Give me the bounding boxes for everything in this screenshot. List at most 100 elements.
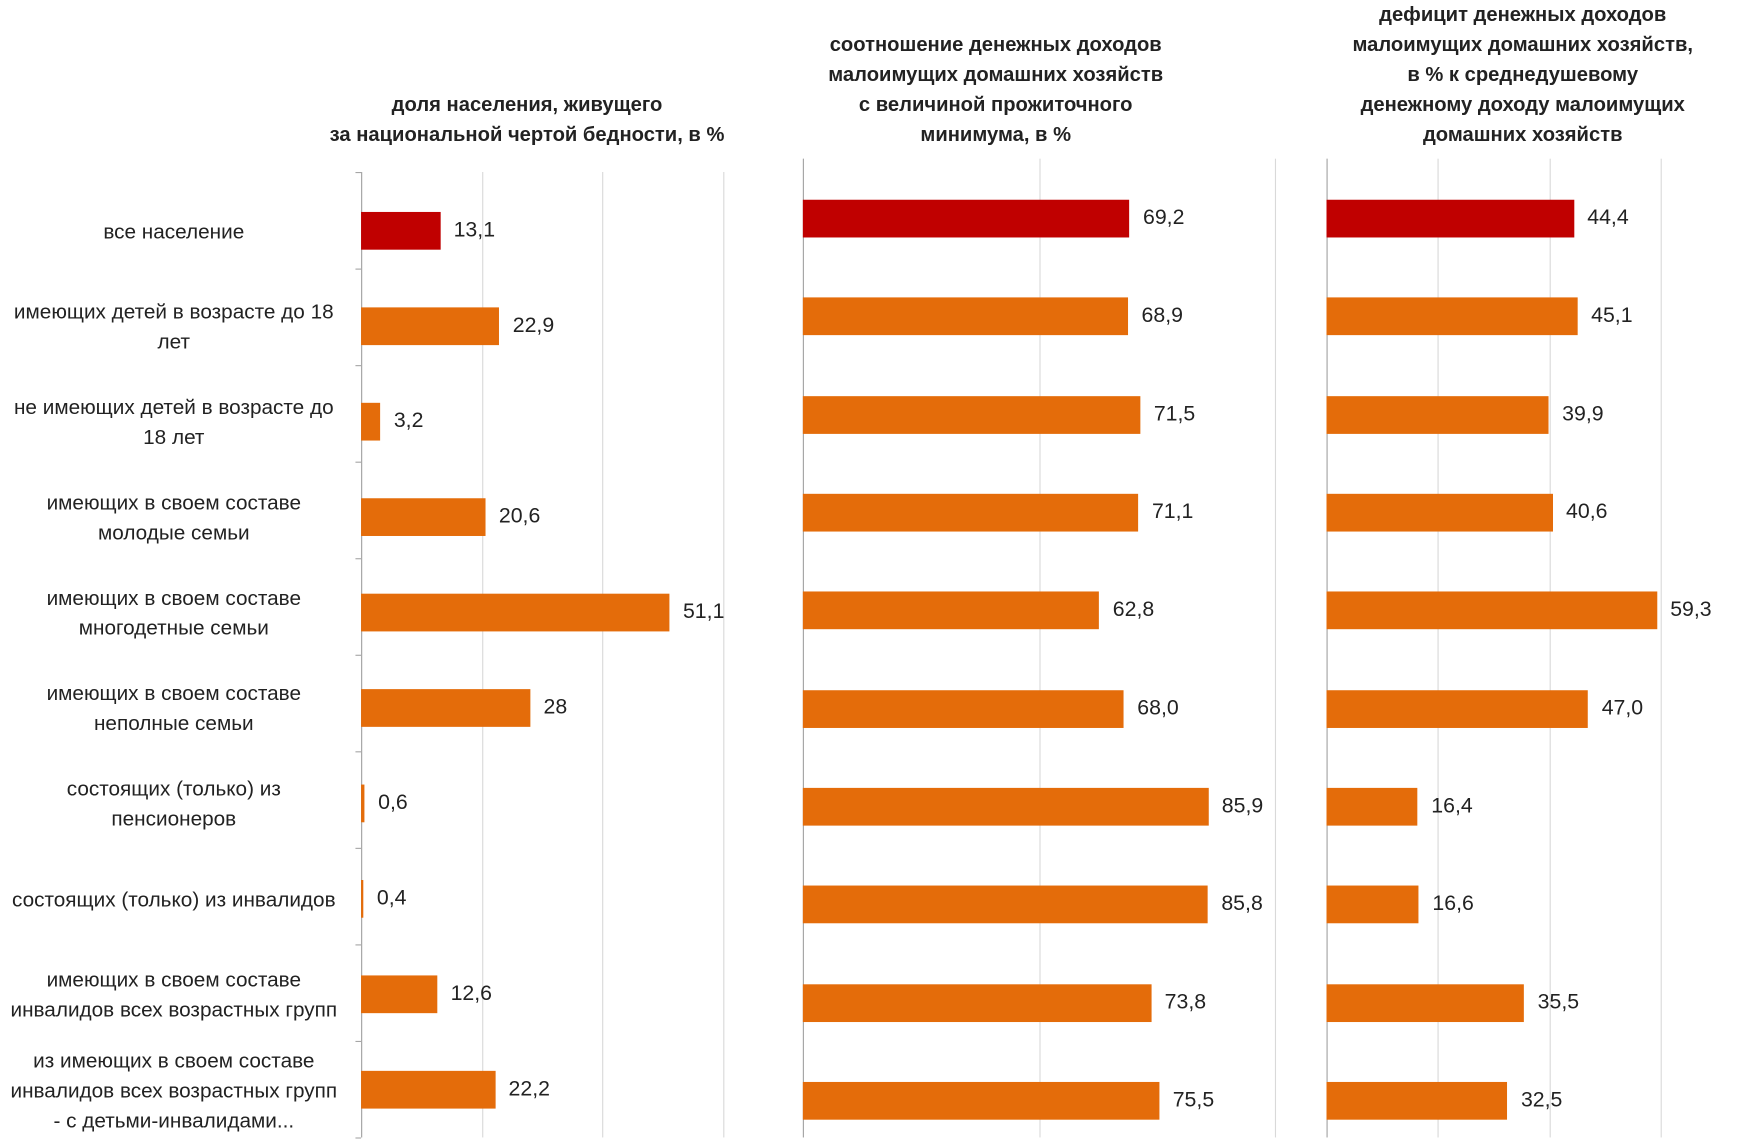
category-label: имеющих в своем составе неполные семьи <box>46 681 302 735</box>
chart-title: дефицит денежных доходов <box>1379 3 1667 26</box>
axis-line <box>361 172 363 1138</box>
bar <box>361 784 365 823</box>
value-label: 62,8 <box>1112 598 1155 622</box>
category-label: состоящих (только) из инвалидов <box>11 887 336 911</box>
axis-tick <box>355 172 362 174</box>
bar <box>1326 983 1525 1022</box>
category-label: имеющих в своем составе многодетные семь… <box>46 585 302 640</box>
axis-tick <box>355 944 362 946</box>
category-label: имеющих в своем составе инвалидов всех в… <box>10 967 338 1021</box>
axis-line <box>802 158 804 1138</box>
value-label: 71,5 <box>1153 402 1196 426</box>
chart-title: денежному доходу малоимущих <box>1360 93 1685 116</box>
axis-tick <box>355 751 362 753</box>
axis-tick <box>355 461 362 463</box>
bar <box>1326 199 1574 238</box>
bar <box>361 1070 496 1109</box>
axis-tick <box>355 268 362 270</box>
value-label: 51,1 <box>682 600 725 624</box>
value-label: 16,4 <box>1431 794 1473 818</box>
bar <box>802 689 1124 728</box>
value-label: 16,6 <box>1432 892 1474 916</box>
category-label: имеющих в своем составе молодые семьи <box>46 490 302 544</box>
bar <box>1326 395 1549 434</box>
chart-title: доля населения, живущего <box>391 93 663 116</box>
value-label: 68,0 <box>1137 696 1179 720</box>
bar <box>802 885 1208 924</box>
category-label: из имеющих в своем составе инвалидов все… <box>10 1048 338 1132</box>
chart-title: домашних хозяйств <box>1422 123 1623 146</box>
bar <box>361 402 381 441</box>
bar <box>1326 787 1418 826</box>
bar <box>361 211 441 250</box>
bar <box>802 1081 1160 1120</box>
bar <box>802 787 1209 826</box>
value-label: 71,1 <box>1151 500 1194 524</box>
category-label: все население <box>103 219 245 243</box>
chart-title: минимума, в % <box>920 123 1072 146</box>
bar <box>361 975 438 1014</box>
axis-tick <box>355 654 362 656</box>
value-label: 40,6 <box>1566 500 1608 524</box>
bar <box>802 395 1141 434</box>
value-label: 73,8 <box>1164 990 1207 1014</box>
chart-title: соотношение денежных доходов <box>829 33 1162 56</box>
value-label: 32,5 <box>1520 1088 1563 1112</box>
value-label: 22,9 <box>512 314 555 338</box>
value-label: 3,2 <box>393 409 424 433</box>
grid-line <box>1274 158 1277 1138</box>
chart-title: малоимущих домашних хозяйств <box>828 63 1164 86</box>
axis-line <box>1326 158 1328 1138</box>
value-label: 28 <box>543 695 568 720</box>
category-label: имеющих детей в возрасте до 18 лет <box>13 299 334 353</box>
bar <box>802 983 1152 1022</box>
bar <box>1326 493 1553 532</box>
grid-line <box>1038 158 1041 1138</box>
axis-tick <box>355 558 362 560</box>
axis-tick <box>355 847 362 849</box>
bar <box>802 591 1100 630</box>
bar <box>1326 689 1589 728</box>
value-label: 35,5 <box>1537 990 1580 1014</box>
category-label: состоящих (только) из пенсионеров <box>66 776 281 831</box>
value-label: 20,6 <box>498 504 541 529</box>
grid-line <box>1549 158 1551 1138</box>
value-label: 44,4 <box>1587 206 1629 230</box>
chart-title: малоимущих домашних хозяйств, <box>1352 33 1693 56</box>
bar <box>361 498 486 536</box>
grid-line <box>723 172 725 1138</box>
axis-tick <box>355 1040 362 1043</box>
grid-line <box>481 172 483 1138</box>
grid-line <box>1437 158 1439 1138</box>
value-label: 22,2 <box>508 1077 550 1101</box>
bar <box>802 493 1139 532</box>
value-label: 13,1 <box>453 218 496 242</box>
grid-line <box>1660 158 1662 1138</box>
value-label: 0,4 <box>376 886 407 910</box>
bar <box>361 307 500 346</box>
value-label: 68,9 <box>1141 304 1184 328</box>
bar <box>1326 297 1578 336</box>
category-label: не имеющих детей в возрасте до 18 лет <box>13 395 334 449</box>
bar <box>1326 1081 1508 1120</box>
bar <box>361 593 670 632</box>
value-label: 12,6 <box>450 982 493 1006</box>
axis-tick <box>355 1137 362 1139</box>
value-label: 69,2 <box>1142 206 1185 230</box>
bar <box>1326 885 1419 924</box>
chart-title: за национальной чертой бедности, в % <box>329 123 725 146</box>
grid-line <box>602 172 604 1138</box>
bar <box>361 879 364 918</box>
bar <box>361 689 531 727</box>
chart-title: с величиной прожиточного <box>858 93 1133 116</box>
value-label: 39,9 <box>1562 402 1604 426</box>
axis-tick <box>355 365 362 367</box>
value-label: 85,8 <box>1221 892 1263 916</box>
bar <box>802 297 1129 336</box>
value-label: 59,3 <box>1670 598 1712 622</box>
bar <box>802 199 1130 238</box>
chart-title: в % к среднедушевому <box>1407 63 1639 86</box>
value-label: 47,0 <box>1601 696 1644 720</box>
value-label: 0,6 <box>378 791 408 815</box>
